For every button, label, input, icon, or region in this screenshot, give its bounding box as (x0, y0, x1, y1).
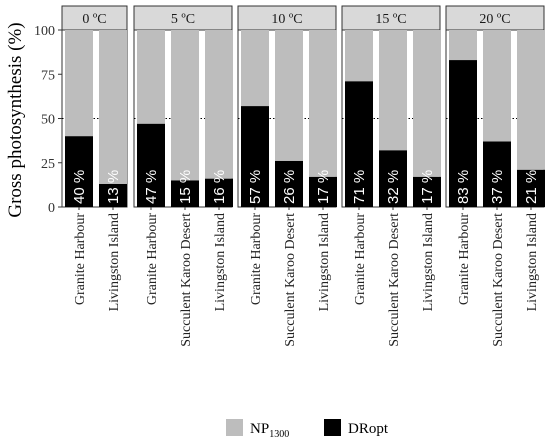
bar-np1300-granite-harbour (241, 30, 269, 107)
bar-dropt-succulent-karoo-desert (275, 160, 303, 207)
legend-label-np1300: NP1300 (250, 421, 289, 440)
bar-value-label: 13 % (105, 170, 122, 204)
x-tick-label: Succulent Karoo Desert (491, 213, 506, 347)
bar-np1300-succulent-karoo-desert (483, 30, 511, 142)
bar-dropt-granite-harbour (137, 123, 165, 207)
bar-value-label: 40 % (71, 170, 88, 204)
y-tick-label: 25 (41, 157, 55, 172)
panel-strip (237, 5, 337, 31)
panel-3: 15 ºC 71 % Granite Harbour 32 % Succulent Ka… (341, 5, 441, 347)
y-tick-label: 75 (41, 68, 55, 83)
panel-4: 20 ºC 83 % Granite Harbour 37 % Succulent Ka… (445, 5, 545, 347)
x-tick-label: Granite Harbour (73, 213, 88, 305)
bar-value-label: 71 % (351, 170, 368, 204)
legend-label-np1300-sub: 1300 (269, 429, 289, 440)
x-tick-label: Granite Harbour (249, 213, 264, 305)
bar-value-label: 21 % (523, 170, 540, 204)
x-tick-label: Livingston Island (421, 213, 436, 311)
y-axis-label: Gross photosynthesis (%) (5, 22, 26, 217)
panel-strip (61, 5, 128, 31)
x-tick-label: Livingston Island (107, 213, 122, 311)
x-tick-label: Granite Harbour (353, 213, 368, 305)
x-tick-label: Livingston Island (317, 213, 332, 311)
panel-strip (341, 5, 441, 31)
bar-dropt-livingston-island (517, 169, 545, 207)
bar-np1300-granite-harbour (449, 30, 477, 61)
panel-0: 0 ºC 40 % Granite Harbour 13 % Livingston Is… (61, 5, 128, 311)
bar-value-label: 17 % (315, 170, 332, 204)
legend-box (217, 411, 419, 443)
x-tick-label: Succulent Karoo Desert (179, 213, 194, 347)
panel-2: 10 ºC 57 % Granite Harbour 26 % Succulent Ka… (237, 5, 337, 347)
x-tick-label: Granite Harbour (145, 213, 160, 305)
bar-np1300-succulent-karoo-desert (275, 30, 303, 161)
panel-title: 10 ºC (271, 12, 302, 27)
bar-np1300-livingston-island (99, 30, 127, 184)
bar-dropt-granite-harbour (345, 81, 373, 207)
bar-dropt-succulent-karoo-desert (171, 180, 199, 207)
bar-value-label: 17 % (419, 170, 436, 204)
x-tick-label: Granite Harbour (457, 213, 472, 305)
bar-dropt-livingston-island (309, 176, 337, 207)
legend-label-np1300-base: NP (250, 421, 269, 437)
y-axis: 0 25 50 75 100 (34, 24, 62, 216)
bar-value-label: 16 % (211, 170, 228, 204)
bar-np1300-granite-harbour (345, 30, 373, 82)
y-tick-label: 0 (48, 201, 55, 216)
legend-swatch-np1300 (226, 419, 243, 436)
panel-title: 15 ºC (375, 12, 406, 27)
x-tick-label: Succulent Karoo Desert (387, 213, 402, 347)
bar-value-label: 83 % (455, 170, 472, 204)
bar-np1300-livingston-island (205, 30, 233, 179)
bar-np1300-succulent-karoo-desert (171, 30, 199, 181)
bar-dropt-succulent-karoo-desert (379, 150, 407, 207)
bar-np1300-granite-harbour (65, 30, 93, 137)
bar-dropt-granite-harbour (449, 60, 477, 208)
legend-label-dropt: DRopt (348, 421, 389, 437)
legend: NP1300 DRopt (217, 411, 419, 443)
panel-title: 5 ºC (171, 12, 195, 27)
panel-1: 5 ºC 47 % Granite Harbour 15 % Succulent Kar… (133, 5, 233, 347)
bar-np1300-livingston-island (517, 30, 545, 170)
y-tick-label: 100 (34, 24, 55, 39)
panels: 0 ºC 40 % Granite Harbour 13 % Livingston Is… (61, 5, 545, 347)
bar-value-label: 57 % (247, 170, 264, 204)
bar-dropt-succulent-karoo-desert (483, 141, 511, 207)
bar-value-label: 32 % (385, 170, 402, 204)
bar-dropt-granite-harbour (65, 136, 93, 207)
bar-dropt-livingston-island (205, 178, 233, 207)
bar-np1300-granite-harbour (137, 30, 165, 124)
bar-np1300-livingston-island (413, 30, 441, 177)
bar-dropt-granite-harbour (241, 106, 269, 207)
bar-value-label: 26 % (281, 170, 298, 204)
bar-np1300-succulent-karoo-desert (379, 30, 407, 151)
bar-value-label: 37 % (489, 170, 506, 204)
x-tick-label: Livingston Island (525, 213, 540, 311)
x-tick-label: Livingston Island (213, 213, 228, 311)
bar-value-label: 15 % (177, 170, 194, 204)
bar-np1300-livingston-island (309, 30, 337, 177)
y-tick-label: 50 (41, 113, 55, 128)
panel-title: 0 ºC (82, 12, 106, 27)
bar-dropt-livingston-island (413, 176, 441, 207)
legend-swatch-dropt (324, 419, 341, 436)
x-tick-label: Succulent Karoo Desert (283, 213, 298, 347)
bar-dropt-livingston-island (99, 183, 127, 207)
bar-value-label: 47 % (143, 170, 160, 204)
panel-title: 20 ºC (479, 12, 510, 27)
